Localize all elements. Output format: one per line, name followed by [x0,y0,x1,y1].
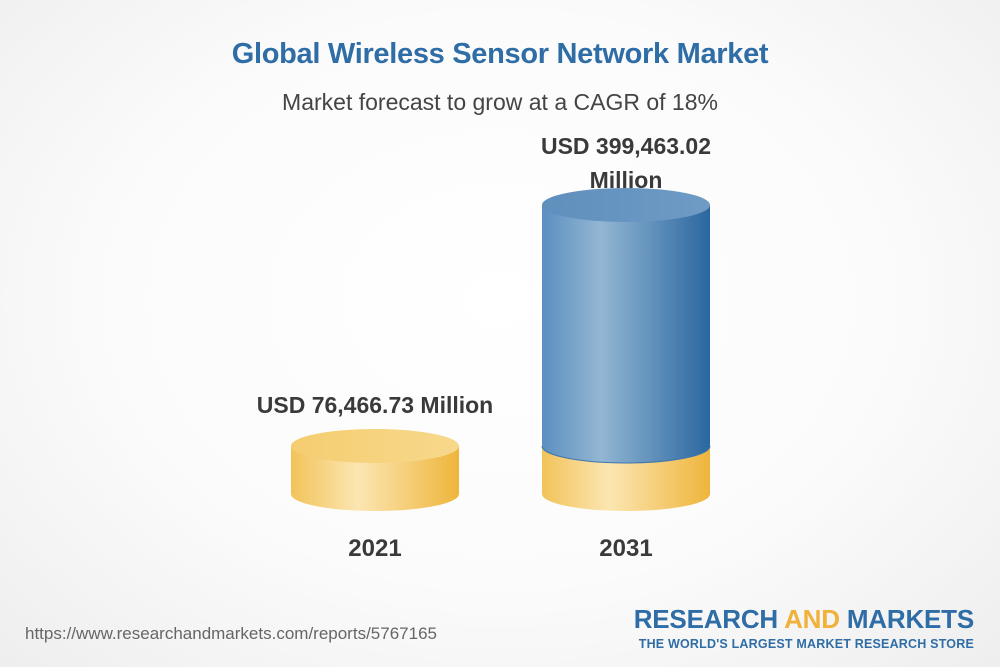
chart-subtitle: Market forecast to grow at a CAGR of 18% [282,89,718,115]
x-tick-label: 2031 [599,535,652,562]
bar-2021 [291,429,459,511]
brand-logo: RESEARCH AND MARKETS THE WORLD'S LARGEST… [634,604,974,651]
brand-text-research: RESEARCH [633,604,785,634]
bar-top [542,188,710,222]
x-tick-label: 2021 [348,535,401,562]
brand-tagline: THE WORLD'S LARGEST MARKET RESEARCH STOR… [638,637,974,651]
brand-text-and: AND [784,604,840,634]
bar-top [291,429,459,463]
data-label: USD 399,463.02 Million [541,133,711,193]
bar-2031 [541,188,711,511]
bar-seam [541,445,711,464]
brand-text-markets: MARKETS [839,604,974,634]
bar-base-side [291,446,459,511]
data-label: USD 76,466.73 Million [257,392,493,418]
bar-growth-side [542,205,710,463]
chart-area: 2021 USD 76,466.73 Million 2031 USD 399,463… [257,133,711,562]
chart-title: Global Wireless Sensor Network Market [231,38,769,70]
source-url[interactable]: https://www.researchandmarkets.com/repor… [25,624,437,643]
bar-base-side [542,446,710,511]
